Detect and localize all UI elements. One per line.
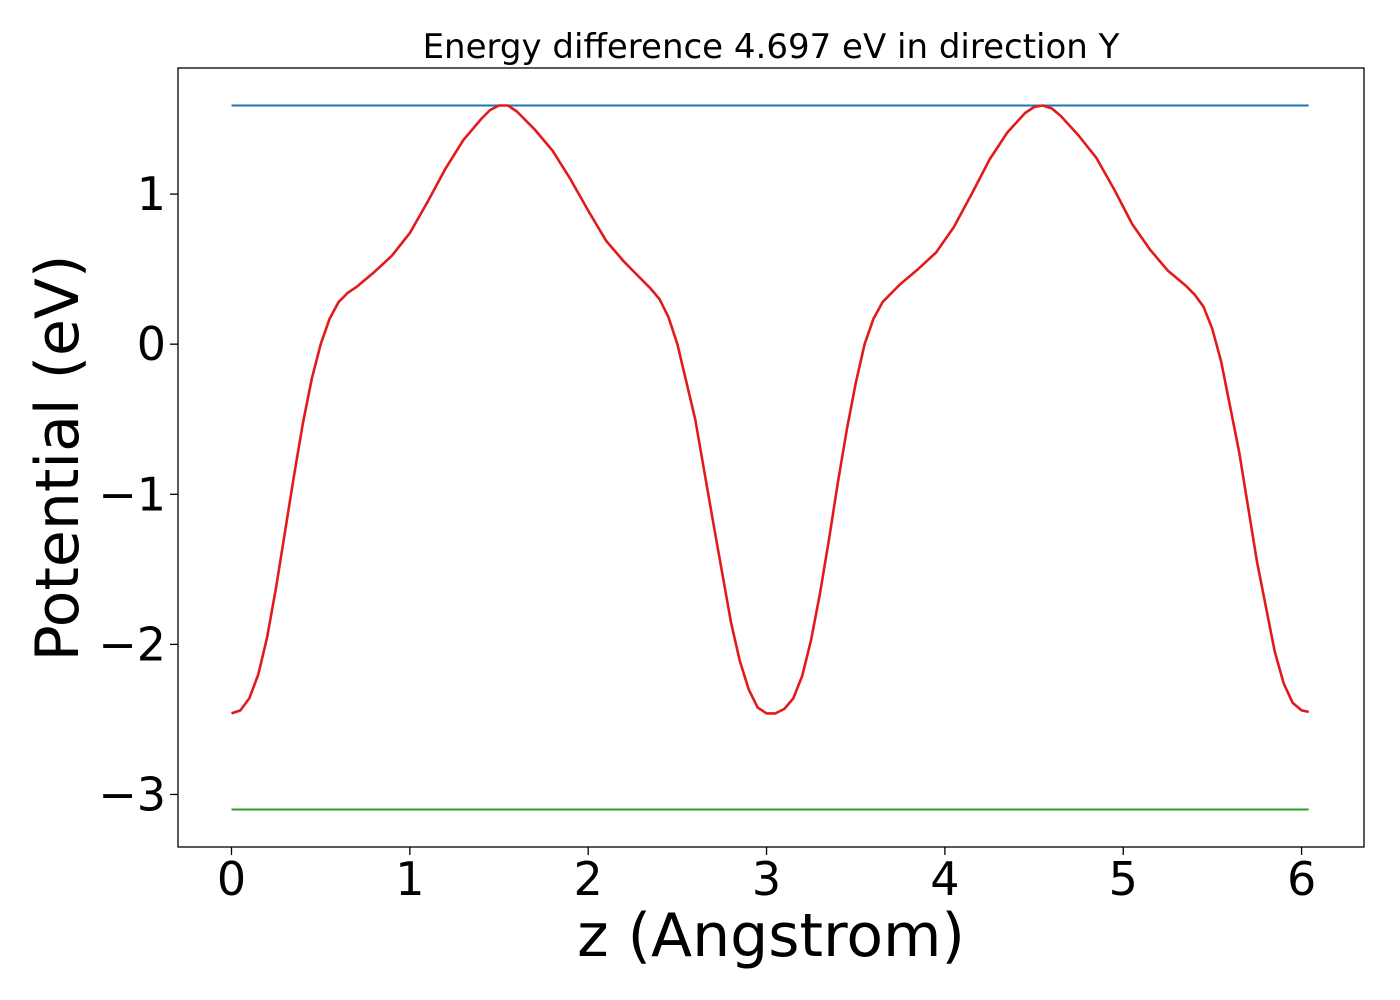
y-tick-label: 1 [137,167,166,221]
chart-title: Energy difference 4.697 eV in direction … [423,27,1120,67]
x-tick-label: 6 [1287,852,1316,906]
x-tick-label: 5 [1109,852,1138,906]
x-tick-label: 3 [752,852,781,906]
plot-area [231,104,1309,811]
y-tick-label: −3 [98,767,166,821]
y-tick-label: −2 [98,617,166,671]
plot-frame [177,67,1365,848]
x-axis-label: z (Angstrom) [577,901,965,971]
y-tick-label: −1 [98,467,166,521]
potential-curve [231,104,1309,715]
y-tick-label: 0 [137,317,166,371]
x-axis: 0 1 2 3 4 5 6 [217,847,1316,906]
x-tick-label: 1 [395,852,424,906]
x-tick-label: 4 [930,852,959,906]
x-tick-label: 2 [574,852,603,906]
y-axis: 1 0 −1 −2 −3 [98,167,178,821]
y-axis-label: Potential (eV) [23,255,93,662]
x-tick-label: 0 [217,852,246,906]
